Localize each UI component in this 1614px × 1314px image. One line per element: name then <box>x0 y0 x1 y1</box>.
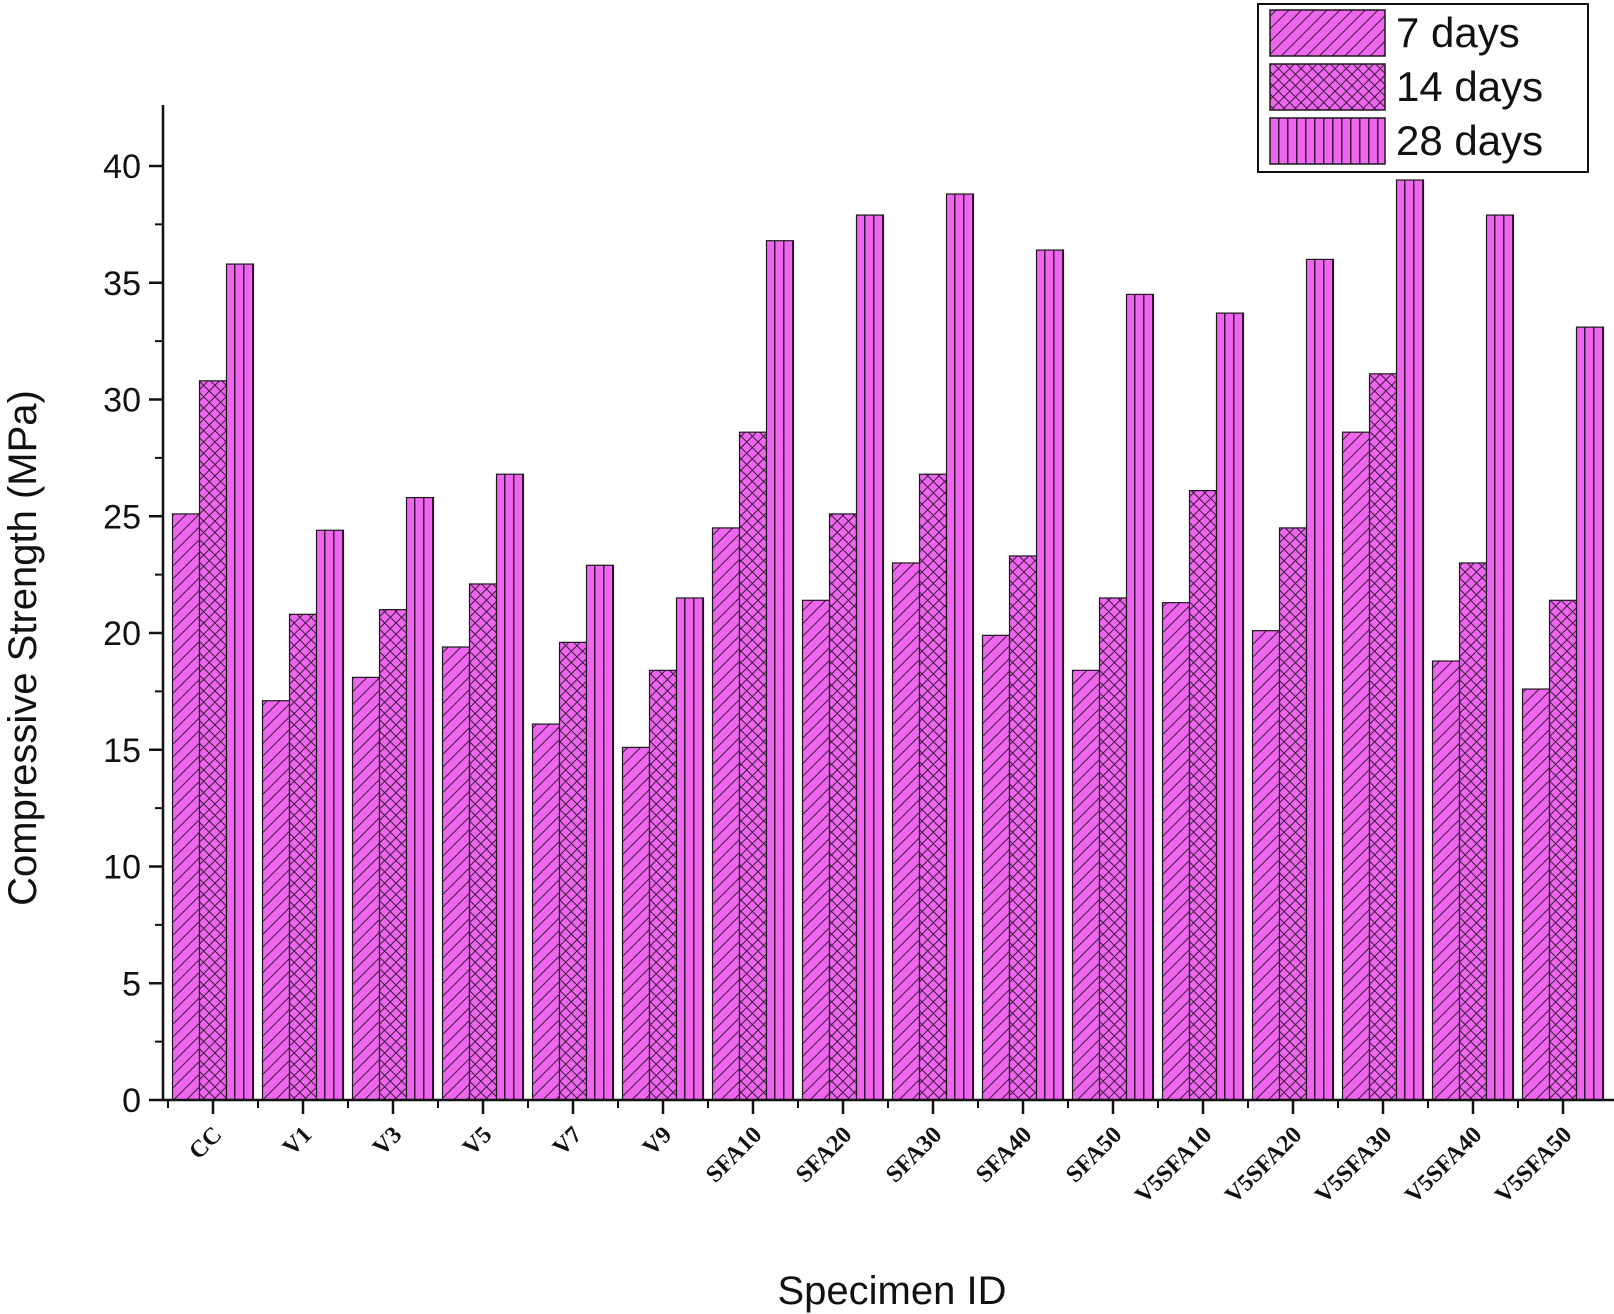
bar-v7-14-days <box>558 641 588 1101</box>
bar-v5sfa10-28-days <box>1215 312 1245 1101</box>
y-tick-label: 20 <box>103 615 141 653</box>
bar-sfa20-7-days <box>801 599 831 1101</box>
bar-cc-28-days <box>225 263 255 1101</box>
legend-swatch-14-days <box>1269 63 1386 111</box>
y-tick-label: 25 <box>103 498 141 536</box>
bar-sfa10-7-days <box>711 527 741 1101</box>
bar-sfa30-7-days <box>891 562 921 1101</box>
bar-sfa50-28-days <box>1125 293 1155 1101</box>
bar-sfa10-28-days <box>765 240 795 1101</box>
bar-v5sfa40-28-days <box>1485 214 1515 1101</box>
bar-sfa40-28-days <box>1035 249 1065 1101</box>
bar-sfa40-7-days <box>981 634 1011 1101</box>
bar-v1-7-days <box>261 700 291 1101</box>
bars <box>171 179 1605 1101</box>
bar-v5-7-days <box>441 646 471 1101</box>
legend: 7 days 14 days 28 days <box>1257 3 1589 173</box>
x-tick-label: SFA30 <box>881 1122 947 1188</box>
x-tick-label: V5SFA50 <box>1490 1122 1577 1209</box>
bar-v3-14-days <box>378 609 408 1101</box>
x-tick-label: CC <box>184 1122 227 1165</box>
x-tick-label: V5SFA20 <box>1220 1122 1307 1209</box>
bar-sfa10-14-days <box>738 431 768 1101</box>
x-tick-label: V9 <box>638 1122 677 1161</box>
legend-swatch-28-days <box>1269 117 1386 165</box>
x-tick-label: V5SFA30 <box>1310 1122 1397 1209</box>
bar-v5sfa30-7-days <box>1341 431 1371 1101</box>
x-tick-label: V3 <box>368 1122 407 1161</box>
bar-v5sfa20-7-days <box>1251 630 1281 1101</box>
bar-cc-7-days <box>171 513 201 1101</box>
x-tick-label: SFA50 <box>1061 1122 1127 1188</box>
bar-v5sfa50-28-days <box>1575 326 1605 1101</box>
x-tick-label: SFA20 <box>791 1122 857 1188</box>
x-tick-label: SFA40 <box>971 1122 1037 1188</box>
legend-label-28-days: 28 days <box>1396 117 1543 164</box>
bar-v5sfa10-7-days <box>1161 602 1191 1101</box>
bar-cc-14-days <box>198 380 228 1101</box>
legend-label-7-days: 7 days <box>1396 9 1520 56</box>
bar-sfa30-28-days <box>945 193 975 1101</box>
bar-sfa40-14-days <box>1008 555 1038 1101</box>
bar-v5sfa30-14-days <box>1368 373 1398 1101</box>
x-axis-ticks: CC V1 V3 V5 V7 V9 SFA10 SFA20 SFA30 SFA40 SFA50 V5S… <box>167 1100 1577 1209</box>
y-axis-title: Compressive Strength (MPa) <box>1 390 45 906</box>
bar-v7-28-days <box>585 564 615 1101</box>
x-tick-label: V5 <box>458 1122 497 1161</box>
bar-v9-7-days <box>621 746 651 1101</box>
bar-v5sfa40-7-days <box>1431 660 1461 1101</box>
y-tick-label: 10 <box>103 849 141 887</box>
y-tick-label: 30 <box>103 382 141 420</box>
bar-v1-14-days <box>288 613 318 1101</box>
bar-sfa20-14-days <box>828 513 858 1101</box>
bar-v5sfa20-14-days <box>1278 527 1308 1101</box>
x-tick-label: V1 <box>278 1122 317 1161</box>
bar-sfa50-14-days <box>1098 597 1128 1101</box>
bar-v9-14-days <box>648 669 678 1101</box>
bar-v5sfa50-14-days <box>1548 599 1578 1101</box>
y-tick-label: 15 <box>103 732 141 770</box>
x-tick-label: V5SFA40 <box>1400 1122 1487 1209</box>
bar-v5sfa50-7-days <box>1521 688 1551 1101</box>
y-axis-ticks: 0 5 10 15 20 25 30 35 40 <box>103 148 163 1120</box>
bar-sfa30-14-days <box>918 473 948 1101</box>
bar-sfa20-28-days <box>855 214 885 1101</box>
y-tick-label: 35 <box>103 265 141 303</box>
legend-swatch-7-days <box>1269 9 1386 57</box>
bar-v3-7-days <box>351 676 381 1101</box>
bar-v5sfa40-14-days <box>1458 562 1488 1101</box>
x-tick-label: V7 <box>548 1122 587 1161</box>
bar-v5sfa10-14-days <box>1188 489 1218 1101</box>
bar-v5sfa20-28-days <box>1305 258 1335 1101</box>
legend-label-14-days: 14 days <box>1396 63 1543 110</box>
bar-sfa50-7-days <box>1071 669 1101 1101</box>
y-tick-label: 0 <box>122 1082 141 1120</box>
bar-v7-7-days <box>531 723 561 1101</box>
x-tick-label: SFA10 <box>701 1122 767 1188</box>
y-tick-label: 5 <box>122 965 141 1003</box>
bar-v3-28-days <box>405 496 435 1101</box>
bar-v5sfa30-28-days <box>1395 179 1425 1101</box>
bar-v5-14-days <box>468 583 498 1101</box>
bar-v1-28-days <box>315 529 345 1101</box>
x-axis-title: Specimen ID <box>778 1269 1007 1313</box>
bar-v9-28-days <box>675 597 705 1101</box>
y-tick-label: 40 <box>103 148 141 186</box>
bar-v5-28-days <box>495 473 525 1101</box>
x-tick-label: V5SFA10 <box>1130 1122 1217 1209</box>
